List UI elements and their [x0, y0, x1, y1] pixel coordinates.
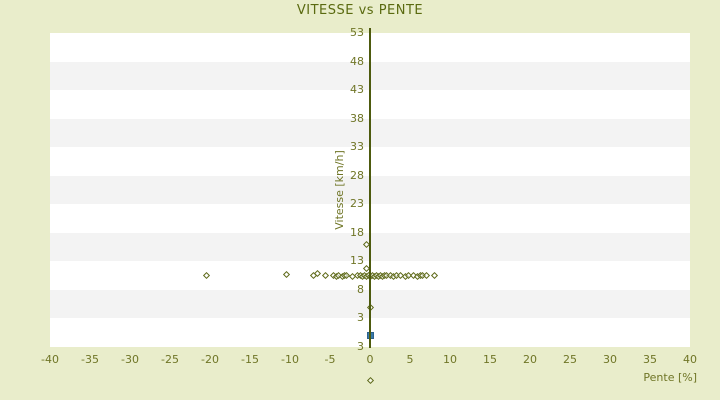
y-tick-label: 8 — [357, 282, 364, 296]
y-tick-label: 43 — [350, 83, 364, 97]
x-tick-label: 0 — [366, 353, 374, 366]
x-tick-label: -25 — [161, 353, 179, 366]
x-tick-label: -20 — [201, 353, 219, 366]
x-tick-label: 40 — [683, 353, 697, 366]
y-tick-label: 3 — [357, 311, 364, 325]
x-tick-label: -5 — [324, 353, 336, 366]
x-tick-label: -10 — [281, 353, 299, 366]
x-tick-label: -15 — [241, 353, 259, 366]
data-point — [430, 272, 438, 280]
x-axis-title: Pente [%] — [643, 371, 697, 384]
y-tick-label: 53 — [350, 26, 364, 39]
y-tick-label: 38 — [350, 111, 364, 125]
y-tick-label: 48 — [350, 54, 364, 68]
data-point — [366, 377, 374, 385]
y-axis-line — [369, 28, 371, 348]
chart-title: VITESSE vs PENTE — [296, 3, 424, 18]
y-tick-label: 23 — [350, 197, 364, 211]
x-tick-label: -30 — [121, 353, 139, 366]
x-tick-label: 35 — [643, 353, 657, 366]
x-tick-label: 20 — [523, 353, 537, 366]
y-tick-label: 33 — [350, 140, 364, 154]
y-tick-label: 3 — [357, 340, 364, 353]
x-tick-label: 15 — [483, 353, 497, 366]
data-point — [321, 272, 329, 280]
y-tick-label: 18 — [350, 225, 364, 239]
data-point — [282, 270, 290, 279]
x-tick-label: 25 — [563, 353, 577, 366]
data-point — [423, 272, 431, 280]
x-tick-label: 10 — [443, 353, 457, 366]
y-tick-label: 13 — [350, 254, 364, 268]
y-axis-title: Vitesse [km/h] — [333, 150, 346, 230]
x-tick-label: -40 — [41, 353, 59, 366]
x-tick-label: 30 — [603, 353, 617, 366]
x-tick-label: -35 — [81, 353, 99, 366]
y-tick-label: 28 — [350, 168, 364, 182]
x-tick-label: 5 — [406, 353, 414, 366]
data-point — [203, 272, 211, 280]
